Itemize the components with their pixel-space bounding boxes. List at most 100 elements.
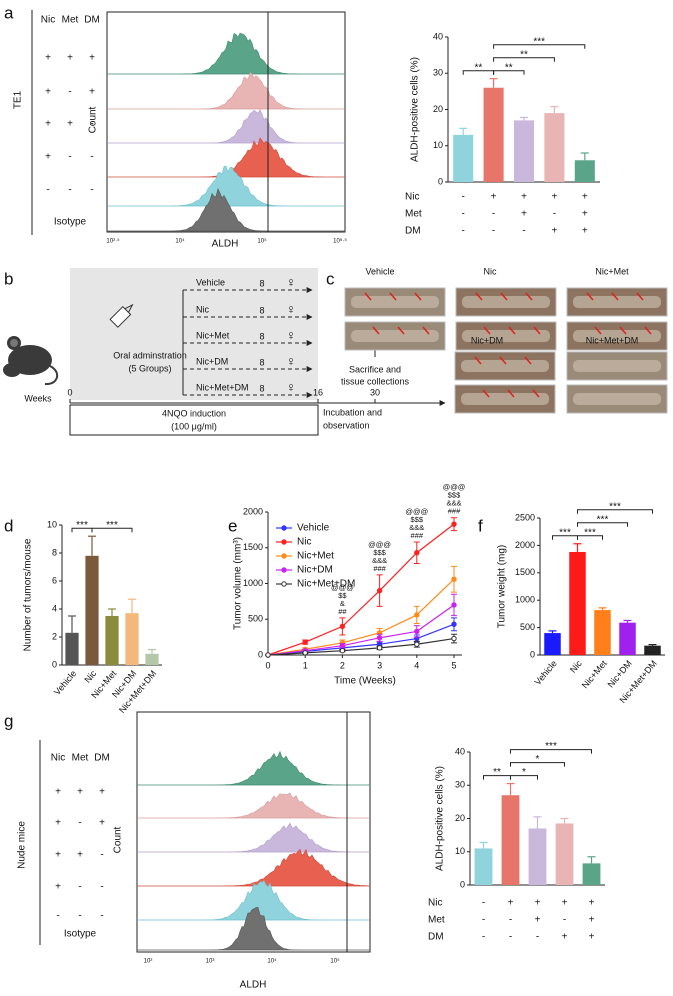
condition-sign: + (89, 53, 95, 64)
condition-sign: + (77, 787, 83, 798)
x-tick-label: Vehicle (533, 658, 559, 687)
group-name: Nic+Met (196, 330, 230, 340)
bar (513, 120, 535, 182)
condition-name: Met (428, 915, 445, 926)
condition-sign: - (68, 185, 71, 196)
point (414, 628, 420, 635)
bar (501, 795, 520, 885)
condition-sign: + (589, 915, 595, 926)
x-tick-label: 10³ (206, 959, 215, 965)
significance-bracket (510, 749, 592, 754)
photo-label: Nic+DM (471, 335, 503, 345)
pipette-icon (109, 303, 134, 328)
histogram (108, 32, 344, 75)
x-axis-label: ALDH (240, 980, 267, 991)
condition-sign: + (45, 87, 51, 98)
phase-box (69, 404, 319, 436)
y-axis-label: Count (113, 826, 124, 853)
y-tick-label: 40 (433, 31, 443, 41)
point (414, 550, 420, 556)
y-axis-label: ALDH-positive cells (%) (435, 766, 446, 871)
phase-text: (100 μg/ml) (171, 421, 217, 431)
condition-sign: + (582, 226, 588, 237)
group-size: 8 (259, 278, 264, 288)
timeline-tick: 30 (370, 387, 380, 397)
bar (125, 613, 139, 665)
lesion-arrow (482, 389, 490, 398)
x-tick-label: Nic (82, 668, 98, 685)
y-tick-label: 2 (52, 631, 57, 641)
photo-label: Nic+Met (595, 266, 629, 276)
panel-label: e (228, 516, 237, 535)
timeline-tick: 0 (67, 387, 72, 397)
group-name: Nic+Met+DM (196, 382, 249, 392)
tissue-inner (573, 393, 661, 405)
annotation: ## (338, 607, 347, 616)
group-name: Vehicle (196, 277, 225, 287)
condition-sign: - (509, 915, 512, 926)
point (451, 521, 457, 527)
annotation: &&& (446, 499, 461, 508)
significance-label: *** (533, 36, 545, 47)
legend-label: Nic+Met+DM (297, 579, 355, 590)
x-tick-label: 4 (414, 660, 419, 670)
condition-sign: + (582, 192, 588, 203)
condition-sign: + (491, 192, 497, 203)
condition-sign: + (521, 192, 527, 203)
column-header: Nic (41, 15, 55, 26)
x-tick-label: 10⁶·⁵ (333, 238, 347, 245)
condition-sign: - (100, 911, 103, 922)
lesion-arrow (525, 292, 533, 301)
condition-sign: - (462, 192, 465, 203)
tissue-inner (462, 296, 550, 308)
significance-label: ** (505, 62, 513, 73)
point (451, 621, 457, 627)
annotation: &&& (409, 523, 424, 532)
significance-bracket (510, 762, 565, 767)
lesion-arrow (372, 326, 380, 335)
bar (574, 160, 595, 182)
significance-bracket (577, 522, 628, 527)
lesion-arrow (532, 389, 540, 398)
point (302, 650, 308, 656)
y-tick-label: 0 (460, 879, 465, 889)
condition-sign: + (77, 850, 83, 861)
condition-sign: - (46, 185, 49, 196)
legend-label: Nic+DM (297, 565, 333, 576)
condition-sign: + (562, 932, 568, 943)
significance-bracket (91, 527, 133, 533)
x-tick-label: 10⁵ (330, 958, 340, 965)
annotation: @@@ (405, 507, 428, 516)
significance-label: *** (106, 520, 118, 531)
significance-label: *** (609, 501, 621, 512)
significance-bracket (510, 775, 538, 780)
bar (105, 616, 119, 665)
condition-sign: - (78, 911, 81, 922)
significance-label: ** (475, 62, 483, 73)
y-tick-label: 10 (433, 140, 443, 150)
condition-sign: - (522, 226, 525, 237)
x-tick-label: 2 (340, 660, 345, 670)
tissue-inner (461, 393, 549, 405)
legend-marker (281, 553, 287, 559)
y-tick-label: 2000 (515, 540, 535, 550)
timeline-label: Weeks (24, 393, 52, 403)
endpoint-text: tissue collections (341, 376, 410, 386)
significance-bracket (493, 44, 586, 49)
significance-label: *** (584, 527, 596, 538)
x-tick-label: Nic+Met (580, 658, 609, 690)
annotation: $$$ (411, 515, 424, 524)
y-tick-label: 0 (52, 659, 57, 669)
y-tick-label: 1500 (515, 567, 535, 577)
point (414, 641, 420, 647)
condition-sign: - (482, 898, 485, 909)
condition-sign: + (582, 209, 588, 220)
y-tick-label: 8 (52, 547, 57, 557)
bar (145, 653, 159, 665)
histogram (138, 792, 369, 819)
lesion-arrow (507, 389, 515, 398)
significance-label: * (522, 767, 526, 778)
y-tick-label: 1000 (515, 595, 535, 605)
lesion-arrow (499, 356, 507, 365)
significance-bracket (577, 509, 653, 514)
